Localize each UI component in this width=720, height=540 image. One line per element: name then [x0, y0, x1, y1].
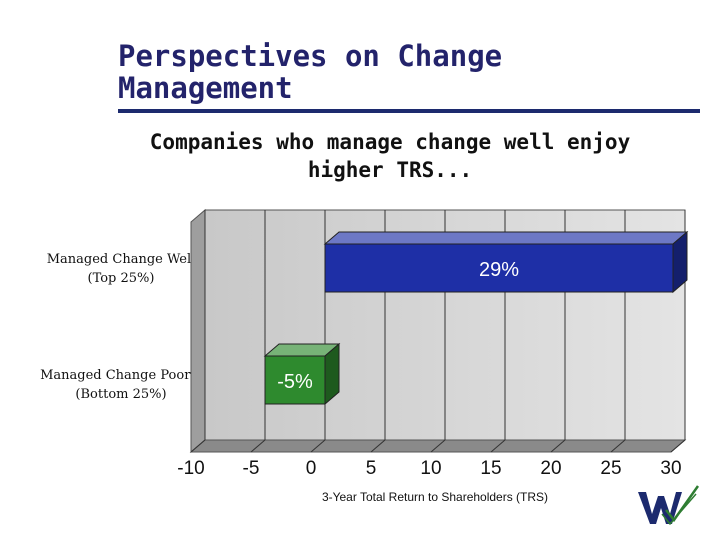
chart-gridline-floor — [370, 439, 386, 453]
chart-gridline-floor — [190, 439, 206, 453]
slide-subtitle-line-2: higher TRS... — [307, 158, 473, 182]
chart-gridline-floor — [430, 439, 446, 453]
x-tick-label: -5 — [243, 458, 260, 479]
slide-title-line-2: Management — [118, 71, 293, 105]
chart-gridline-floor — [550, 439, 566, 453]
x-tick-label: 25 — [600, 458, 621, 479]
x-axis-ticks: -10 -5 0 5 10 15 20 25 30 — [177, 458, 681, 479]
chart-gridline-floor — [610, 439, 626, 453]
x-tick-label: 15 — [480, 458, 501, 479]
bar-1: -5% — [263, 342, 341, 406]
category-label-managed-well: Managed Change Well (Top 25%) — [36, 250, 206, 288]
chart-gridline-floor — [670, 439, 686, 453]
chart-gridline-floor — [310, 439, 326, 453]
x-tick-label: 20 — [540, 458, 561, 479]
bar-top-face — [323, 231, 689, 245]
category-label-line: (Bottom 25%) — [75, 387, 167, 402]
bar-front-face — [264, 355, 326, 405]
x-tick-label: 30 — [660, 458, 681, 479]
category-label-line: Managed Change Well — [46, 252, 196, 267]
x-tick-label: 0 — [306, 458, 317, 479]
title-underline — [118, 109, 700, 113]
slide-title-line-1: Perspectives on Change — [118, 39, 503, 73]
slide-subtitle: Companies who manage change well enjoy h… — [40, 128, 720, 184]
slide-subtitle-line-1: Companies who manage change well enjoy — [149, 130, 631, 154]
company-logo — [638, 485, 700, 526]
chart-side-wall — [190, 208, 206, 454]
chart-gridline-floor — [490, 439, 506, 453]
bar-data-label: -5% — [277, 371, 313, 393]
x-tick-label: -10 — [177, 458, 204, 479]
category-label-managed-poorly: Managed Change Poorly (Bottom 25%) — [36, 366, 206, 404]
bar-data-label: 29% — [479, 259, 519, 281]
x-tick-label: 10 — [420, 458, 441, 479]
x-axis-title: 3-Year Total Return to Shareholders (TRS… — [321, 490, 549, 504]
x-tick-label: 5 — [366, 458, 377, 479]
bar-0: 29% — [323, 230, 689, 294]
chart-gridline-floor — [250, 439, 266, 453]
category-label-line: Managed Change Poorly — [40, 368, 202, 383]
category-label-line: (Top 25%) — [87, 271, 155, 286]
slide-title: Perspectives on Change Management — [118, 40, 502, 104]
chart-bars: 29% -5% — [263, 230, 689, 406]
bar-front-face — [324, 243, 674, 293]
